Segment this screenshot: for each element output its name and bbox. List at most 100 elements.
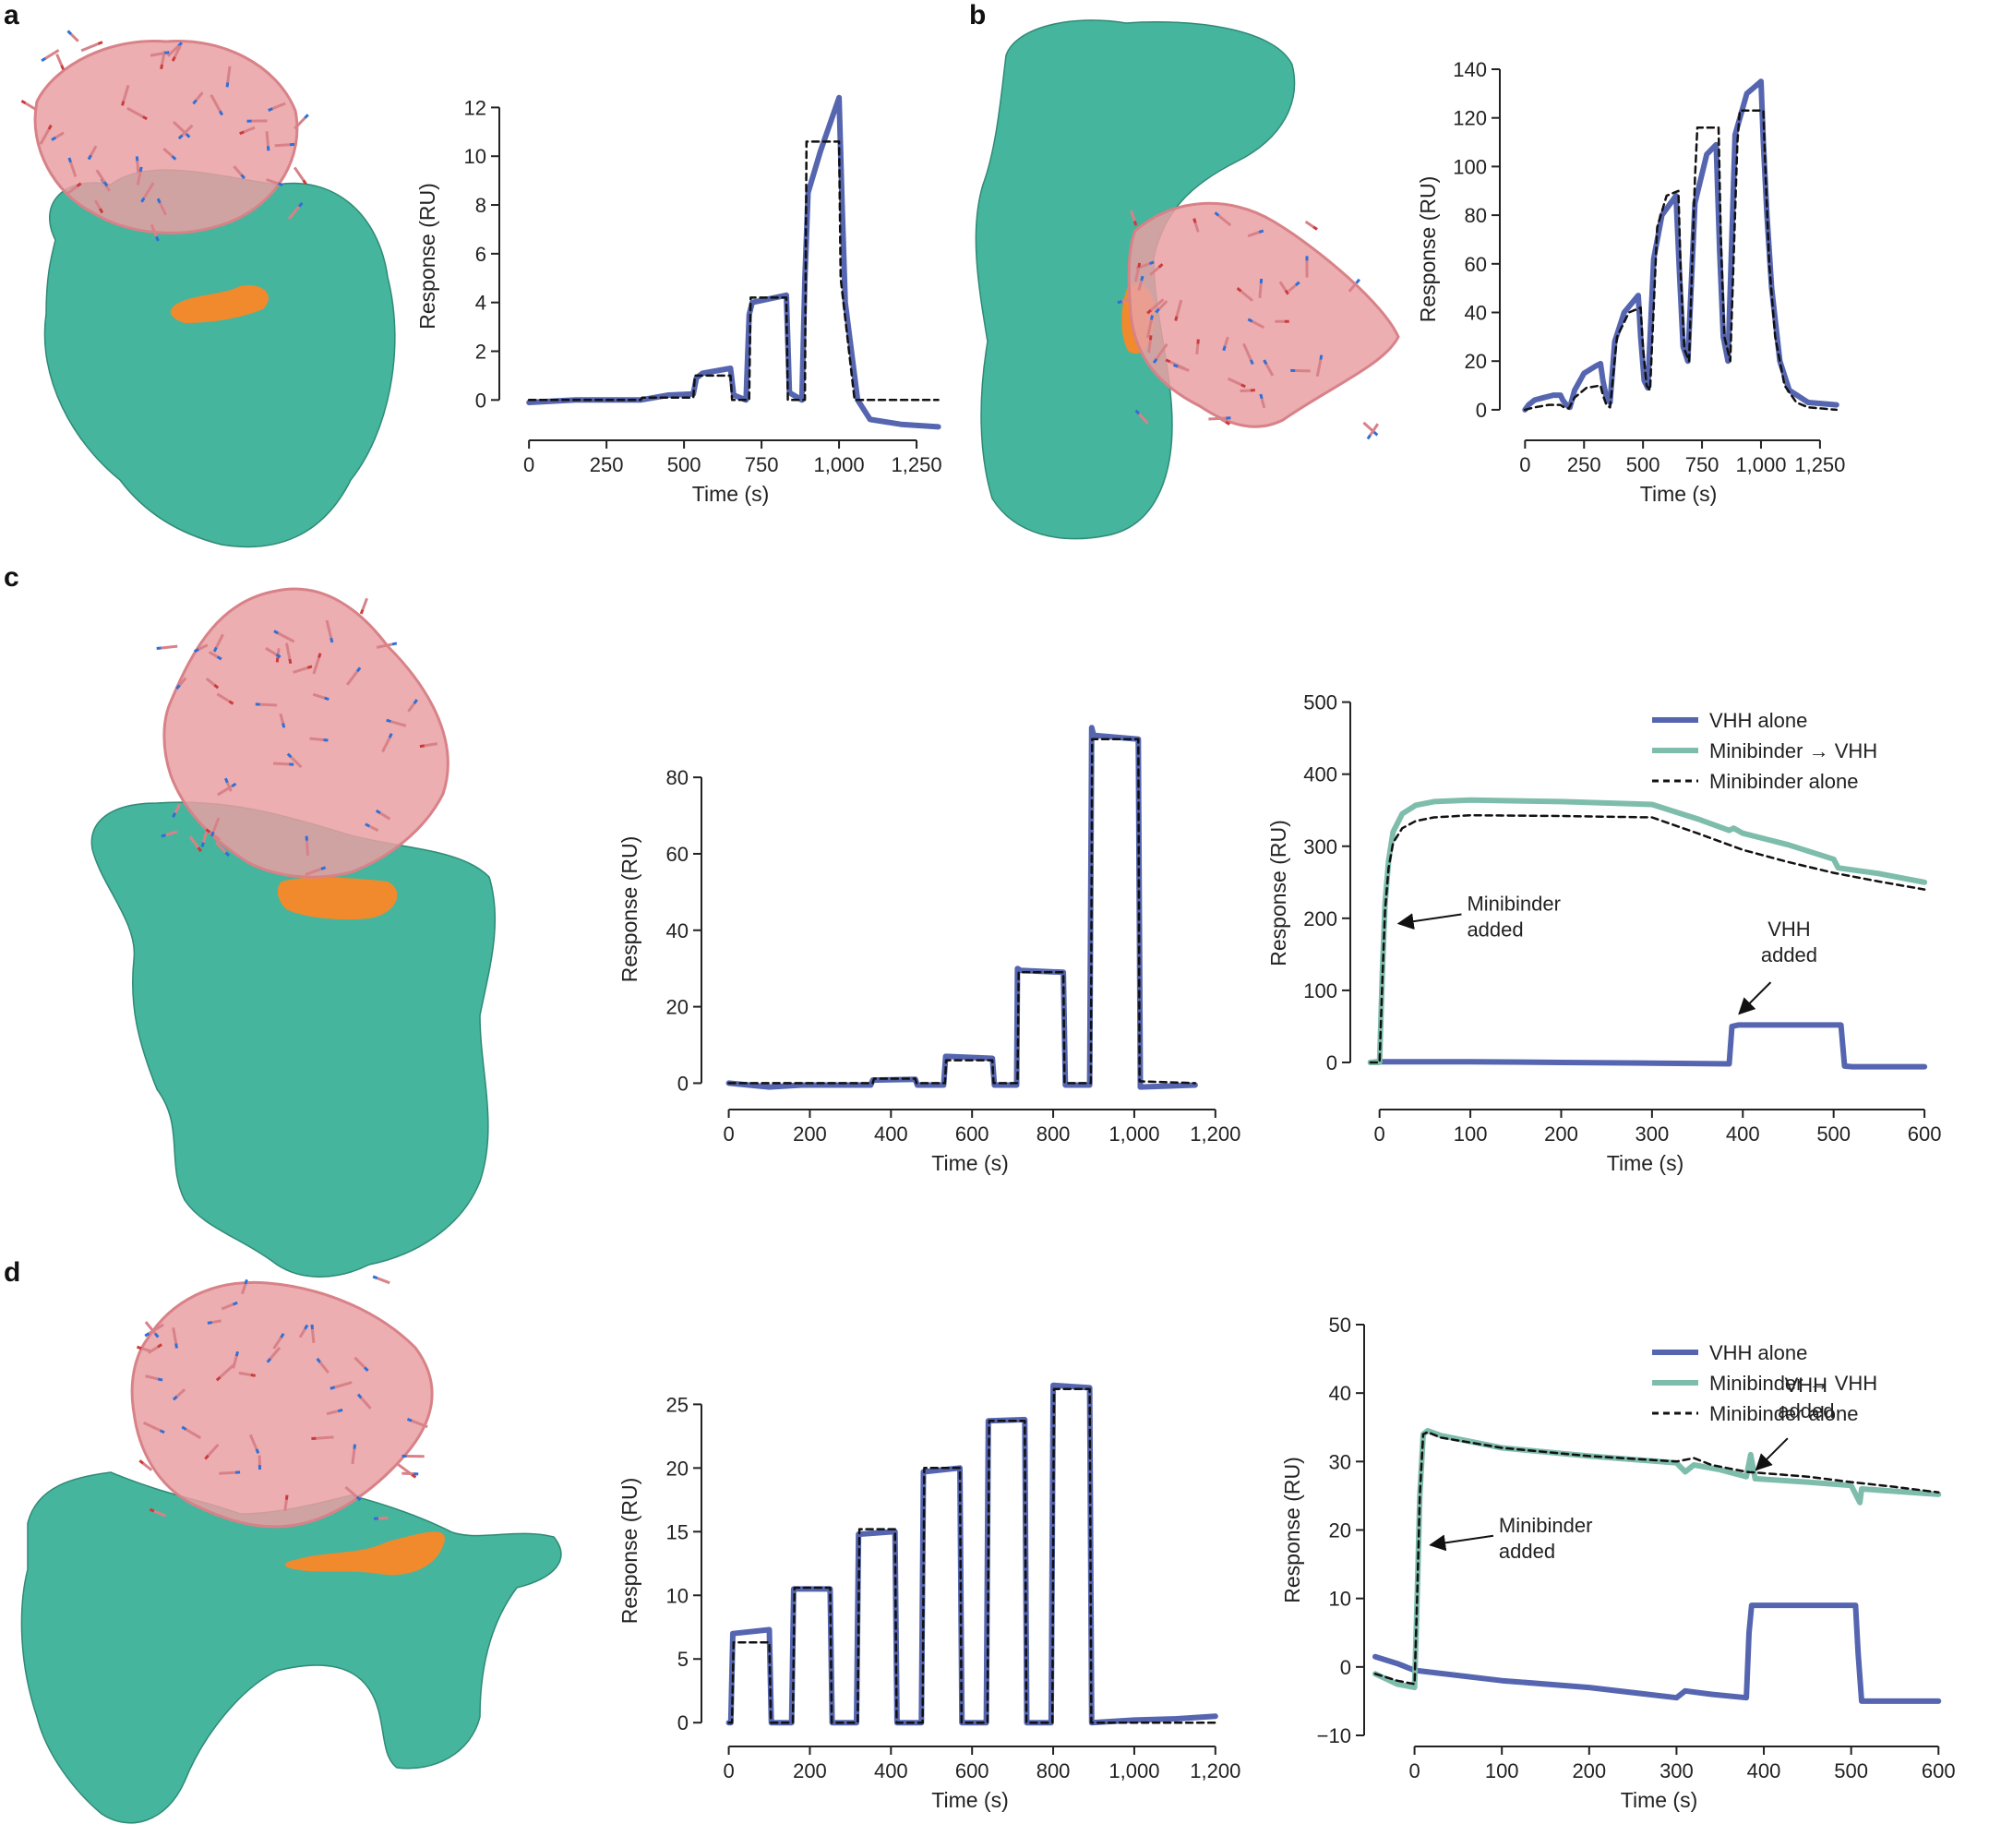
side-chain-stick	[1208, 416, 1227, 421]
side-chain-stick	[1240, 389, 1251, 393]
x-axis-label: Time (s)	[1640, 482, 1717, 506]
heteroatom-stick	[355, 666, 362, 673]
heteroatom-stick	[192, 99, 198, 105]
x-tick-label: 500	[1626, 453, 1660, 476]
side-chain-stick	[69, 162, 78, 177]
annotation-arrow	[1738, 981, 1772, 1015]
y-tick-label: 80	[666, 766, 689, 789]
heteroatom-stick	[1132, 221, 1138, 226]
x-tick-label: 500	[667, 453, 701, 476]
side-chain-stick	[266, 178, 279, 186]
side-chain-stick	[298, 1328, 306, 1338]
x-tick-label: 600	[1922, 1759, 1956, 1782]
side-chain-stick	[150, 52, 165, 57]
heteroatom-stick	[413, 699, 418, 704]
heteroatom-stick	[359, 608, 365, 615]
x-tick-label: 0	[1374, 1122, 1385, 1146]
heteroatom-stick	[388, 733, 393, 738]
heteroatom-stick	[97, 41, 103, 45]
side-chain-stick	[325, 619, 333, 639]
side-chain-stick	[1227, 377, 1242, 387]
y-axis-label: Response (RU)	[415, 183, 439, 330]
side-chain-stick	[290, 756, 303, 769]
heteroatom-stick	[1372, 430, 1379, 437]
y-tick-label: 10	[464, 145, 486, 168]
heteroatom-stick	[1225, 420, 1231, 426]
side-chain-stick	[1133, 267, 1141, 282]
heteroatom-stick	[304, 114, 309, 119]
x-tick-label: 0	[723, 1122, 734, 1146]
heteroatom-stick	[174, 1343, 178, 1349]
x-tick-label: 0	[523, 453, 534, 476]
side-chain-stick	[259, 702, 278, 707]
side-chain-stick	[334, 1381, 353, 1389]
heteroatom-stick	[197, 846, 202, 853]
side-chain-stick	[379, 811, 391, 821]
side-chain-stick	[198, 643, 209, 651]
x-tick-label: 750	[745, 453, 779, 476]
side-chain-stick	[148, 1323, 164, 1335]
x-tick-label: 250	[1567, 453, 1601, 476]
side-chain-stick	[310, 1328, 316, 1343]
y-tick-label: −10	[1317, 1724, 1351, 1747]
heteroatom-stick	[175, 684, 181, 690]
y-tick-label: 12	[464, 96, 486, 119]
heteroatom-stick	[356, 1393, 363, 1399]
annotation-text: VHH	[1767, 918, 1810, 941]
side-chain-stick	[1258, 282, 1263, 299]
series-line-minibinder-alone	[1369, 813, 1926, 1064]
binder-cartoon	[130, 1280, 434, 1529]
side-chain-stick	[351, 1448, 356, 1465]
y-tick-label: 6	[475, 243, 486, 266]
heteroatom-stick	[172, 812, 177, 818]
heteroatom-stick	[20, 100, 27, 105]
heteroatom-stick	[375, 809, 381, 815]
side-chain-stick	[1193, 222, 1200, 233]
heteroatom-stick	[224, 851, 231, 858]
y-tick-label: 50	[1329, 1314, 1351, 1337]
heteroatom-stick	[1155, 307, 1160, 314]
heteroatom-stick	[1117, 300, 1123, 305]
side-chain-stick	[211, 817, 221, 833]
heteroatom-stick	[1150, 315, 1154, 320]
heteroatom-stick	[121, 101, 126, 106]
side-chain-stick	[1260, 398, 1266, 409]
side-chain-stick	[122, 84, 130, 102]
y-tick-label: 2	[475, 340, 486, 363]
legend-label: VHH alone	[1709, 1341, 1807, 1364]
heteroatom-stick	[1247, 318, 1253, 323]
heteroatom-stick	[157, 1377, 163, 1382]
heteroatom-stick	[353, 1444, 357, 1449]
side-chain-stick	[172, 1327, 178, 1344]
side-chain-stick	[390, 720, 407, 727]
heteroatom-stick	[1148, 260, 1155, 266]
side-chain-stick	[210, 94, 222, 112]
y-tick-label: 140	[1453, 58, 1487, 81]
side-chain-stick	[265, 131, 270, 147]
y-tick-label: 10	[1329, 1588, 1351, 1611]
x-axis-label: Time (s)	[692, 482, 769, 506]
heteroatom-stick	[205, 828, 211, 834]
panel-letter-b: b	[969, 0, 986, 30]
heteroatom-stick	[266, 1357, 272, 1363]
side-chain-stick	[142, 1462, 153, 1471]
heteroatom-stick	[156, 198, 162, 204]
heteroatom-stick	[324, 696, 330, 702]
side-chain-stick	[175, 1388, 186, 1398]
side-chain-stick	[305, 840, 309, 857]
annotation-arrow	[1396, 913, 1462, 930]
heteroatom-stick	[391, 642, 398, 646]
heteroatom-stick	[218, 110, 224, 116]
x-tick-label: 1,000	[1108, 1122, 1159, 1146]
side-chain-stick	[1157, 299, 1168, 310]
side-chain-stick	[55, 54, 64, 66]
side-chain-stick	[1217, 214, 1232, 227]
side-chain-stick	[172, 120, 187, 136]
heteroatom-stick	[411, 1473, 417, 1479]
side-chain-stick	[208, 651, 219, 658]
legend-label: VHH alone	[1709, 709, 1807, 732]
heteroatom-stick	[304, 1324, 309, 1330]
side-chain-stick	[240, 1283, 247, 1295]
side-chain-stick	[188, 835, 199, 849]
